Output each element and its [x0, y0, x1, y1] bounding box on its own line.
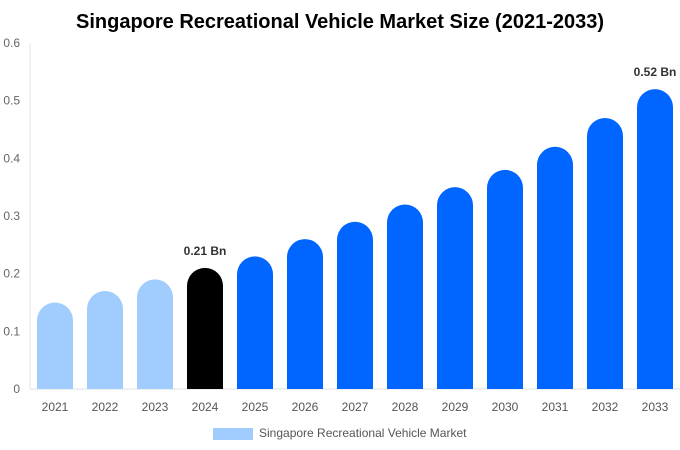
x-tick-label: 2024 [192, 400, 219, 414]
bar-2025 [237, 256, 273, 389]
bar-2021 [37, 302, 73, 389]
x-tick-label: 2029 [442, 400, 469, 414]
y-tick-label: 0.3 [3, 209, 20, 223]
y-tick-label: 0.5 [3, 94, 20, 108]
bar-2031 [537, 146, 573, 389]
x-tick-label: 2025 [242, 400, 269, 414]
y-tick-label: 0.2 [3, 267, 20, 281]
legend-label: Singapore Recreational Vehicle Market [259, 426, 467, 440]
x-tick-label: 2021 [42, 400, 69, 414]
bar-2029 [437, 187, 473, 389]
x-tick-label: 2027 [342, 400, 369, 414]
x-tick-label: 2023 [142, 400, 169, 414]
y-tick-label: 0.1 [3, 324, 20, 338]
bar-2033 [637, 89, 673, 389]
y-tick-label: 0.4 [3, 151, 20, 165]
bar-2026 [287, 239, 323, 389]
chart-title: Singapore Recreational Vehicle Market Si… [76, 11, 604, 33]
legend: Singapore Recreational Vehicle Market [213, 426, 467, 440]
y-tick-label: 0.6 [3, 36, 20, 50]
x-tick-label: 2026 [292, 400, 319, 414]
bar-2030 [487, 169, 523, 389]
data-label: 0.52 Bn [634, 65, 677, 79]
y-tick-label: 0 [13, 382, 20, 396]
x-tick-label: 2028 [392, 400, 419, 414]
x-tick-label: 2022 [92, 400, 119, 414]
legend-swatch [213, 428, 253, 440]
bar-2024 [187, 267, 223, 389]
x-tick-label: 2030 [492, 400, 519, 414]
x-tick-label: 2033 [642, 400, 669, 414]
bar-2027 [337, 221, 373, 389]
x-tick-label: 2031 [542, 400, 569, 414]
data-label: 0.21 Bn [184, 244, 227, 258]
bar-2032 [587, 117, 623, 389]
bar-2028 [387, 204, 423, 389]
bar-2023 [137, 279, 173, 389]
x-tick-label: 2032 [592, 400, 619, 414]
bar-2022 [87, 290, 123, 389]
